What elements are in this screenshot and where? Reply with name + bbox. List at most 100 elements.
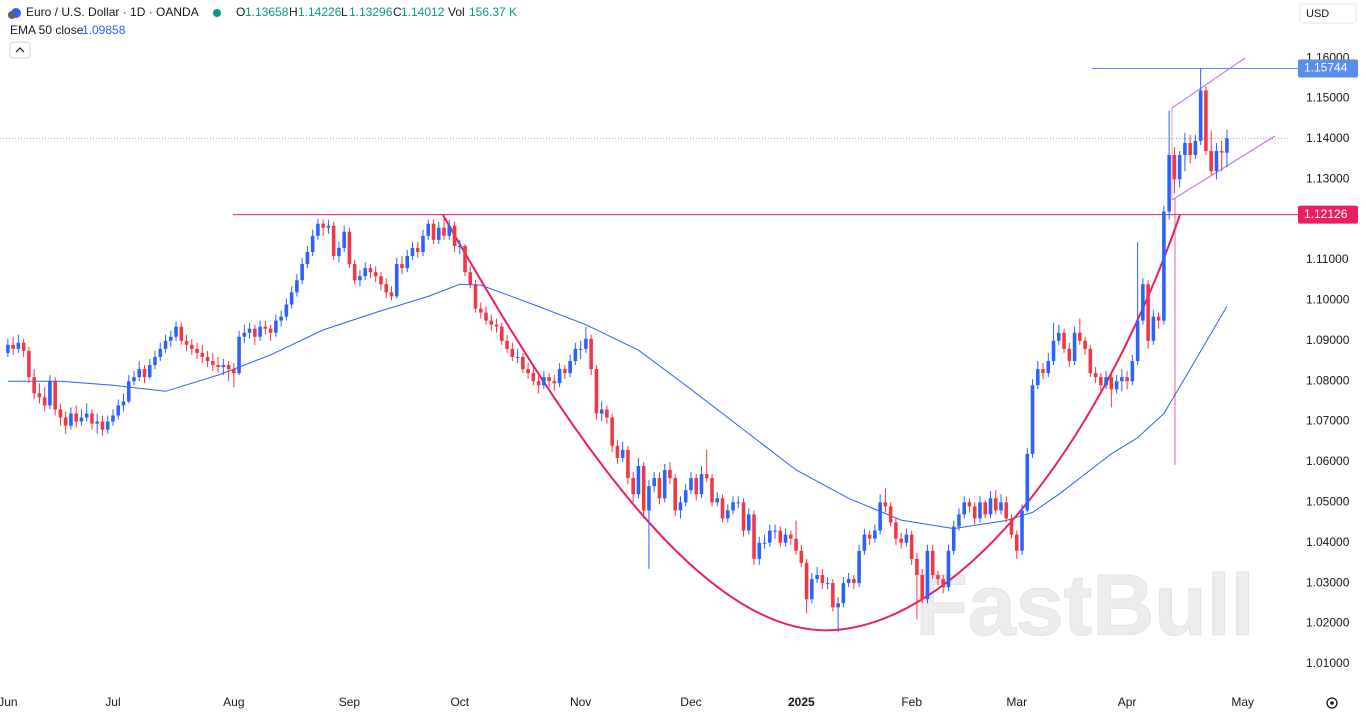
candle-body <box>274 320 278 333</box>
candle-body <box>295 280 299 293</box>
candle-body <box>74 413 78 422</box>
candle-body <box>857 550 861 584</box>
candle-body <box>951 526 956 551</box>
y-tick-label: 1.15000 <box>1306 91 1350 105</box>
candle-body <box>347 231 352 265</box>
candle-body <box>48 381 52 406</box>
candle-body <box>69 413 73 426</box>
ohlc-label: L <box>341 5 348 19</box>
candle-body <box>1151 316 1156 341</box>
candle-body <box>116 405 121 416</box>
y-tick-label: 1.02000 <box>1306 616 1350 630</box>
candle-body <box>852 579 856 584</box>
candle-body <box>142 369 147 378</box>
candle-body <box>195 348 199 353</box>
channel-lower <box>1171 135 1276 201</box>
candle-body <box>242 332 247 337</box>
candle-body <box>542 377 546 386</box>
candle-body <box>915 558 919 576</box>
candle-body <box>741 502 746 531</box>
candle-body <box>1209 151 1213 172</box>
candle-body <box>1204 90 1208 152</box>
candle-body <box>988 498 993 515</box>
candle-body <box>778 530 783 543</box>
candle-body <box>978 502 982 519</box>
candle-body <box>352 264 357 281</box>
candle-body <box>37 393 42 398</box>
x-tick-label: Dec <box>680 695 701 709</box>
candle-body <box>626 449 630 479</box>
market-status[interactable] <box>213 9 221 17</box>
candle-body <box>773 530 777 532</box>
candle-body <box>909 534 914 559</box>
candle-body <box>615 445 620 458</box>
volume-label: Vol <box>448 5 465 19</box>
candle-body <box>237 336 241 374</box>
candle-body <box>1072 332 1077 361</box>
candle-body <box>647 486 651 511</box>
candle-body <box>300 264 304 281</box>
candle-body <box>105 421 110 430</box>
candle-body <box>447 225 452 236</box>
candle-body <box>1114 381 1119 390</box>
candle-body <box>589 338 593 370</box>
candle-body <box>673 478 678 511</box>
candle-body <box>174 326 178 337</box>
symbol-title: Euro / U.S. Dollar · 1D · OANDA <box>26 5 199 19</box>
candle-body <box>715 498 720 503</box>
candle-body <box>736 502 741 504</box>
candle-body <box>846 579 851 584</box>
collapse-button[interactable] <box>9 41 31 59</box>
candle-body <box>731 502 735 511</box>
candle-body <box>1183 142 1187 156</box>
candle-body <box>1035 369 1040 386</box>
candle-body <box>531 373 536 382</box>
settings-icon[interactable] <box>1326 697 1338 709</box>
y-tick-label: 1.08000 <box>1306 373 1350 387</box>
ema-line <box>7 283 1228 530</box>
candle-body <box>789 534 793 539</box>
candle-body <box>1198 90 1203 141</box>
indicator-name[interactable]: EMA 50 close <box>10 23 84 37</box>
candle-body <box>263 326 268 329</box>
candle-body <box>946 550 951 588</box>
low-value: 1.13296 <box>349 5 393 19</box>
candle-body <box>1162 211 1166 321</box>
candle-body <box>226 365 231 370</box>
candle-body <box>972 506 977 519</box>
candle-body <box>42 397 47 406</box>
candle-body <box>1109 377 1114 390</box>
candle-body <box>510 348 515 357</box>
candle-body <box>694 478 699 495</box>
close-value: 1.14012 <box>401 5 445 19</box>
candle-body <box>515 356 520 358</box>
candle-body <box>1004 502 1009 519</box>
indicator-value: 1.09858 <box>82 23 126 37</box>
candle-body <box>831 583 835 608</box>
candle-body <box>79 417 84 422</box>
candle-body <box>132 377 136 382</box>
candle-body <box>689 478 693 491</box>
candle-body <box>631 478 635 495</box>
currency-button[interactable] <box>1299 3 1357 24</box>
candle-body <box>16 342 21 349</box>
candle-body <box>442 227 446 236</box>
candle-body <box>489 320 494 325</box>
candle-body <box>1062 332 1066 349</box>
candle-body <box>930 550 935 576</box>
candle-body <box>53 381 57 410</box>
candle-body <box>457 245 462 247</box>
candle-body <box>452 225 457 246</box>
candle-body <box>163 340 168 349</box>
candle-body <box>1099 377 1103 386</box>
candle-body <box>1141 284 1145 321</box>
candle-body <box>1177 155 1182 180</box>
candle-body <box>783 534 788 543</box>
candle-body <box>920 575 924 600</box>
x-tick-label: Oct <box>450 695 469 709</box>
candle-body <box>32 377 36 394</box>
y-tick-label: 1.10000 <box>1306 293 1350 307</box>
candle-body <box>993 498 998 511</box>
